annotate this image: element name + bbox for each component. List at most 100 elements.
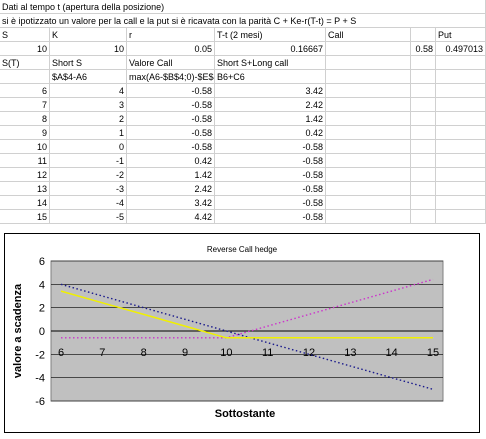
param-header[interactable] [411,28,436,42]
empty-cell[interactable] [436,154,486,168]
empty-cell[interactable] [436,126,486,140]
empty-cell[interactable] [411,154,436,168]
empty-cell[interactable] [326,84,411,98]
param-value[interactable] [326,42,411,56]
table-cell[interactable]: 13 [0,182,50,196]
table-cell[interactable]: 9 [0,126,50,140]
table-cell[interactable]: -0.58 [215,182,326,196]
table-header[interactable]: Short S [50,56,127,70]
param-value[interactable]: 0.05 [127,42,215,56]
table-cell[interactable]: 3.42 [215,84,326,98]
empty-cell[interactable] [436,84,486,98]
empty-cell[interactable] [411,84,436,98]
table-cell[interactable]: 6 [0,84,50,98]
empty-cell[interactable] [411,56,436,70]
empty-cell[interactable] [326,112,411,126]
description-row[interactable]: si è ipotizzato un valore per la call e … [0,14,486,28]
table-cell[interactable]: -0.58 [215,168,326,182]
table-cell[interactable]: 4 [50,84,127,98]
empty-cell[interactable] [326,56,411,70]
table-cell[interactable]: -1 [50,154,127,168]
empty-cell[interactable] [436,70,486,84]
param-header[interactable]: Call [326,28,411,42]
table-cell[interactable]: -0.58 [127,112,215,126]
empty-cell[interactable] [326,210,411,224]
table-cell[interactable]: 12 [0,168,50,182]
empty-cell[interactable] [436,140,486,154]
empty-cell[interactable] [411,112,436,126]
empty-cell[interactable] [326,140,411,154]
empty-cell[interactable] [436,56,486,70]
table-cell[interactable]: 3 [50,98,127,112]
empty-cell[interactable] [436,112,486,126]
table-cell[interactable]: 1.42 [127,168,215,182]
param-header[interactable]: K [50,28,127,42]
param-value[interactable]: 0.16667 [215,42,326,56]
table-header[interactable]: S(T) [0,56,50,70]
table-header[interactable]: Short S+Long call [215,56,326,70]
table-cell[interactable]: -0.58 [215,154,326,168]
empty-cell[interactable] [436,182,486,196]
table-cell[interactable]: 1.42 [215,112,326,126]
empty-cell[interactable] [436,210,486,224]
table-cell[interactable]: 2.42 [215,98,326,112]
chart-frame[interactable]: Reverse Call hedge -6 -4 -2 0 2 4 6 6 7 8 9 10 11 12… [4,233,480,433]
param-header[interactable]: r [127,28,215,42]
empty-cell[interactable] [326,70,411,84]
title-row[interactable]: Dati al tempo t (apertura della posizion… [0,0,486,14]
param-header[interactable]: S [0,28,50,42]
table-cell[interactable]: 1 [50,126,127,140]
table-cell[interactable]: 14 [0,196,50,210]
param-value[interactable]: 0.58 [411,42,436,56]
formula-cell[interactable]: B6+C6 [215,70,326,84]
table-cell[interactable]: 3.42 [127,196,215,210]
empty-cell[interactable] [436,98,486,112]
param-value[interactable]: 10 [50,42,127,56]
table-cell[interactable]: 0.42 [127,154,215,168]
table-cell[interactable]: -5 [50,210,127,224]
empty-cell[interactable] [326,196,411,210]
empty-cell[interactable] [411,196,436,210]
table-cell[interactable]: 2.42 [127,182,215,196]
table-cell[interactable]: -4 [50,196,127,210]
empty-cell[interactable] [411,210,436,224]
table-cell[interactable]: 10 [0,140,50,154]
table-cell[interactable]: 4.42 [127,210,215,224]
table-cell[interactable]: -0.58 [215,140,326,154]
table-cell[interactable]: -2 [50,168,127,182]
table-cell[interactable]: 11 [0,154,50,168]
empty-cell[interactable] [326,182,411,196]
table-cell[interactable]: -0.58 [127,126,215,140]
table-header[interactable]: Valore Call [127,56,215,70]
empty-cell[interactable] [411,126,436,140]
empty-cell[interactable] [411,140,436,154]
table-cell[interactable]: -0.58 [127,140,215,154]
table-cell[interactable]: -3 [50,182,127,196]
table-cell[interactable]: -0.58 [127,98,215,112]
formula-cell[interactable]: max(A6-$B$4;0)-$E$4 [127,70,215,84]
table-cell[interactable]: -0.58 [127,84,215,98]
empty-cell[interactable] [326,126,411,140]
table-cell[interactable]: -0.58 [215,210,326,224]
param-header[interactable]: Put [436,28,486,42]
table-cell[interactable]: 0.42 [215,126,326,140]
empty-cell[interactable] [326,98,411,112]
table-cell[interactable]: 15 [0,210,50,224]
empty-cell[interactable] [436,196,486,210]
table-cell[interactable]: 0 [50,140,127,154]
table-cell[interactable]: 2 [50,112,127,126]
empty-cell[interactable] [326,168,411,182]
table-cell[interactable]: -0.58 [215,196,326,210]
formula-cell[interactable] [0,70,50,84]
formula-cell[interactable]: $A$4-A6 [50,70,127,84]
param-value[interactable]: 10 [0,42,50,56]
empty-cell[interactable] [436,168,486,182]
param-header[interactable]: T-t (2 mesi) [215,28,326,42]
empty-cell[interactable] [411,168,436,182]
table-cell[interactable]: 8 [0,112,50,126]
empty-cell[interactable] [411,70,436,84]
empty-cell[interactable] [411,182,436,196]
table-cell[interactable]: 7 [0,98,50,112]
empty-cell[interactable] [411,98,436,112]
empty-cell[interactable] [326,154,411,168]
